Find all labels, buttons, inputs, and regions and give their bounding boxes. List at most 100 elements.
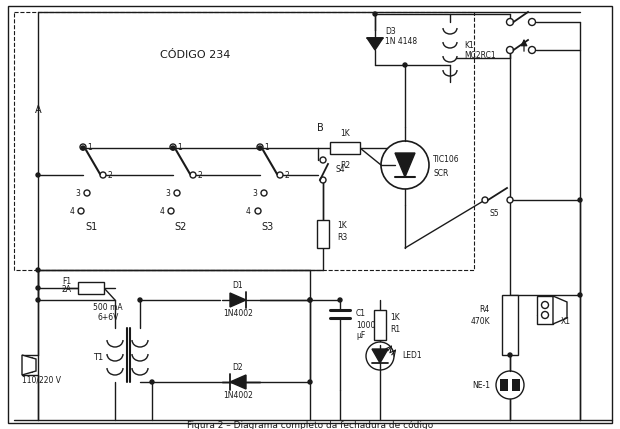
Circle shape [528,18,536,25]
Circle shape [403,63,407,67]
Text: CÓDIGO 234: CÓDIGO 234 [160,50,230,60]
Circle shape [80,144,86,150]
Circle shape [541,311,549,318]
Circle shape [257,144,263,150]
Circle shape [308,298,312,302]
Text: D3: D3 [385,27,396,36]
Text: 2: 2 [198,170,202,179]
Circle shape [84,190,90,196]
Circle shape [308,380,312,384]
Circle shape [373,12,377,16]
Circle shape [508,353,512,357]
Text: 4: 4 [159,206,164,215]
Text: C1: C1 [356,309,366,318]
Circle shape [36,268,40,272]
Text: 1K: 1K [337,221,347,230]
Text: S1: S1 [85,222,97,232]
Circle shape [366,342,394,370]
Text: 1: 1 [177,142,182,151]
Circle shape [541,302,549,308]
Circle shape [338,298,342,302]
Circle shape [528,46,536,54]
Polygon shape [367,38,383,50]
Text: K1: K1 [464,42,474,51]
Circle shape [170,144,176,150]
Text: 500 mA: 500 mA [93,303,123,312]
Circle shape [78,208,84,214]
Bar [317,220,329,248]
Circle shape [150,380,154,384]
Circle shape [578,293,582,297]
Polygon shape [372,349,388,363]
Text: R1: R1 [390,326,400,335]
Circle shape [308,298,312,302]
Circle shape [578,198,582,202]
Text: X1: X1 [561,317,571,326]
Circle shape [261,190,267,196]
Bar [512,379,520,391]
Circle shape [507,46,513,54]
Text: 470K: 470K [471,317,490,326]
Text: 4: 4 [69,206,74,215]
Text: 110/220 V: 110/220 V [22,375,61,384]
Bar [500,379,508,391]
Bar [502,295,518,355]
Polygon shape [22,355,36,375]
Text: 3: 3 [75,188,80,197]
Text: μF: μF [356,332,365,341]
Text: F1: F1 [62,277,71,286]
Text: 1000: 1000 [356,321,375,330]
Circle shape [168,208,174,214]
Circle shape [277,172,283,178]
Text: R4: R4 [480,305,490,314]
Text: 1K: 1K [390,314,400,323]
Text: 3: 3 [165,188,170,197]
Text: TIC106: TIC106 [433,155,459,164]
Text: 1K: 1K [340,130,350,139]
Text: 1: 1 [265,142,269,151]
Circle shape [100,172,106,178]
Circle shape [36,298,40,302]
Circle shape [171,146,175,150]
Text: 2: 2 [108,170,112,179]
Circle shape [81,146,85,150]
Text: 1N4002: 1N4002 [223,390,253,399]
Text: SCR: SCR [433,169,448,178]
Text: S4: S4 [335,166,345,175]
Text: B: B [317,123,324,133]
Circle shape [496,371,524,399]
Circle shape [36,286,40,290]
Text: D1: D1 [232,281,243,290]
Text: NE-1: NE-1 [472,381,490,390]
Text: 1N4002: 1N4002 [223,308,253,317]
Bar [537,296,553,324]
Text: S2: S2 [175,222,187,232]
Text: MC2RC1: MC2RC1 [464,51,495,60]
Text: R3: R3 [337,233,347,242]
Circle shape [36,173,40,177]
Polygon shape [230,293,246,307]
Circle shape [138,298,142,302]
Polygon shape [230,375,246,389]
Circle shape [320,157,326,163]
Circle shape [381,141,429,189]
Bar [14,12,474,270]
Text: S5: S5 [489,209,498,218]
Bar [330,142,360,154]
Polygon shape [395,153,415,177]
Text: 4: 4 [246,206,251,215]
Text: LED1: LED1 [402,351,422,360]
Text: T1: T1 [93,353,104,363]
Text: A: A [35,105,42,115]
Circle shape [507,197,513,203]
Text: S3: S3 [262,222,274,232]
Text: R2: R2 [340,161,350,170]
Circle shape [258,146,262,150]
Circle shape [174,190,180,196]
Circle shape [190,172,196,178]
Polygon shape [553,298,563,322]
Text: D2: D2 [232,363,243,372]
Circle shape [320,177,326,183]
Text: 6+6V: 6+6V [97,314,118,323]
Bar [78,282,104,294]
